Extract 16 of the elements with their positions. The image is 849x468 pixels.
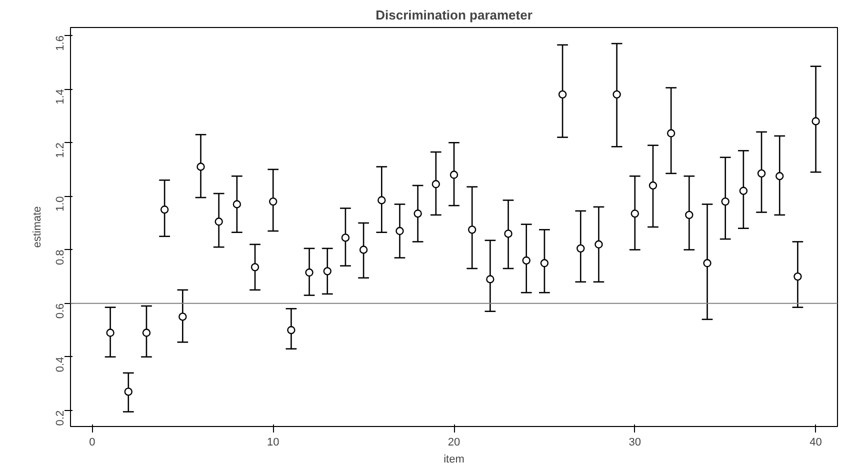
y-tick-label: 0.2 (54, 410, 66, 426)
y-tick-label: 0.8 (54, 250, 66, 266)
y-axis-title: estimate (32, 206, 44, 248)
x-tick-label: 0 (89, 436, 96, 448)
x-tick-label: 20 (448, 436, 460, 448)
x-axis-title: item (444, 454, 464, 466)
x-tick-label: 30 (628, 436, 642, 448)
y-tick-label: 0.6 (54, 303, 66, 319)
y-tick-label: 1.2 (54, 142, 66, 158)
y-tick-label: 1.6 (54, 36, 66, 51)
y-tick-label: 1.0 (54, 196, 66, 212)
y-tick-label: 1.4 (54, 89, 66, 104)
x-tick-label: 40 (810, 436, 822, 448)
x-tick-label: 10 (266, 436, 280, 448)
chart-title: Discrimination parameter (376, 8, 532, 22)
y-tick-label: 0.4 (54, 356, 66, 372)
